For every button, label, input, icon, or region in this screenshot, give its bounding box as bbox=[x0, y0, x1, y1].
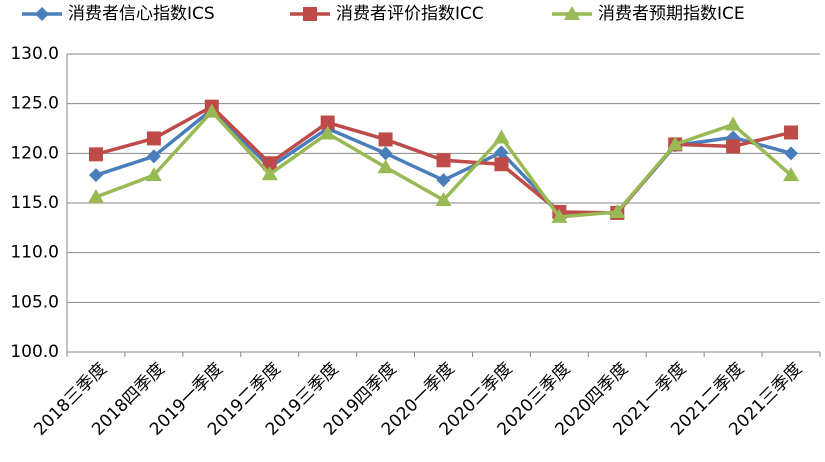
legend-label: 消费者信心指数ICS bbox=[68, 4, 215, 24]
marker bbox=[494, 145, 509, 160]
legend-label: 消费者评价指数ICC bbox=[336, 4, 484, 24]
marker bbox=[377, 159, 394, 174]
marker bbox=[551, 208, 568, 223]
marker bbox=[784, 146, 799, 161]
legend-label: 消费者预期指数ICE bbox=[598, 4, 745, 24]
y-tick-label: 125.0 bbox=[10, 94, 59, 114]
marker bbox=[88, 147, 103, 162]
marker bbox=[87, 189, 104, 204]
marker bbox=[783, 167, 800, 182]
y-tick-label: 110.0 bbox=[10, 243, 59, 263]
marker bbox=[303, 7, 317, 21]
marker bbox=[261, 166, 278, 181]
marker bbox=[146, 131, 161, 146]
marker bbox=[319, 125, 336, 140]
marker bbox=[320, 115, 335, 130]
marker bbox=[436, 153, 451, 168]
marker bbox=[667, 136, 684, 151]
marker bbox=[146, 149, 161, 164]
y-tick-label: 115.0 bbox=[10, 193, 59, 213]
marker bbox=[35, 7, 49, 21]
marker bbox=[88, 168, 103, 183]
marker bbox=[725, 116, 742, 131]
marker bbox=[378, 132, 393, 147]
marker bbox=[494, 157, 509, 172]
marker bbox=[262, 156, 277, 171]
marker bbox=[564, 6, 580, 20]
y-tick-label: 130.0 bbox=[10, 44, 59, 64]
marker bbox=[726, 139, 741, 154]
marker bbox=[145, 167, 162, 182]
y-tick-label: 105.0 bbox=[10, 292, 59, 312]
marker bbox=[436, 173, 451, 188]
marker bbox=[203, 103, 220, 118]
marker bbox=[493, 129, 510, 144]
marker bbox=[378, 146, 393, 161]
marker bbox=[435, 192, 452, 207]
marker bbox=[609, 203, 626, 218]
y-tick-label: 100.0 bbox=[10, 342, 59, 362]
marker bbox=[784, 125, 799, 140]
y-tick-label: 120.0 bbox=[10, 143, 59, 163]
